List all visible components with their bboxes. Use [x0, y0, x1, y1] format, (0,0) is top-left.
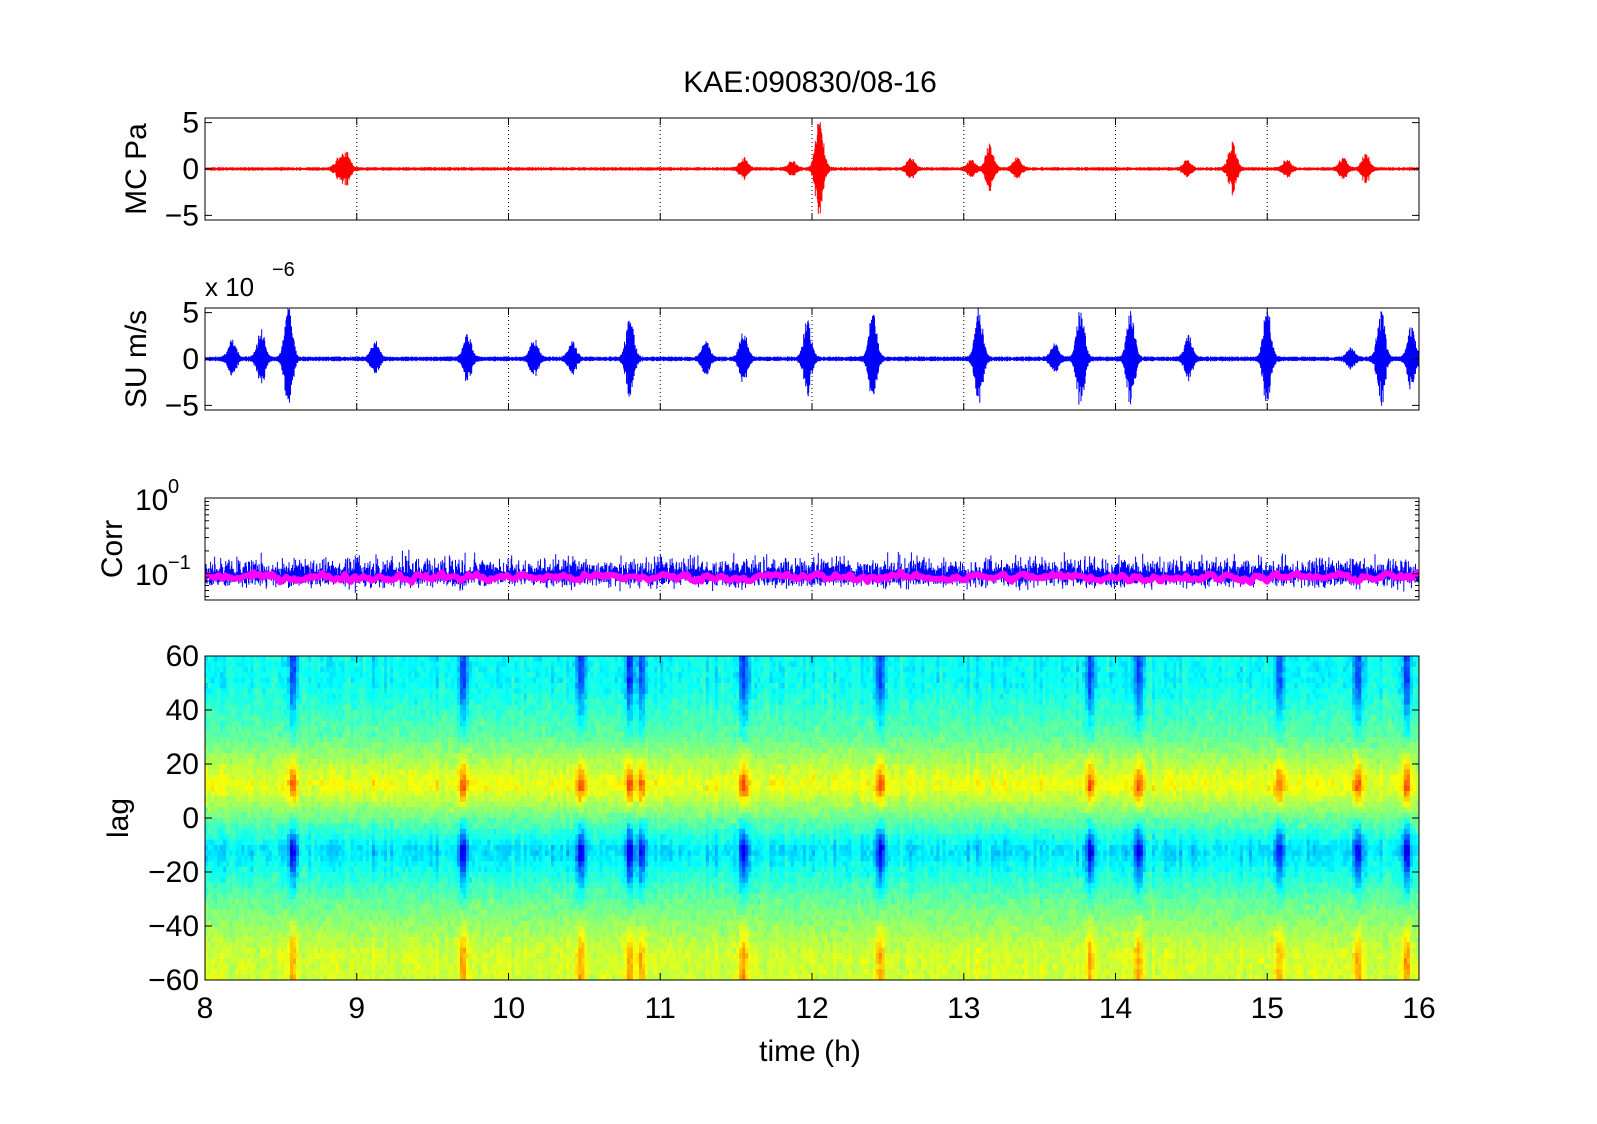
y-tick-label: 5 [182, 107, 199, 140]
su-scale-label: x 10 [205, 272, 254, 302]
corr-ytick-label-1: 10 [135, 484, 168, 517]
lag-heatmap [205, 656, 1420, 981]
mc-ylabel: MC Pa [120, 123, 153, 215]
y-tick-label: 0 [182, 343, 199, 376]
figure: KAE:090830/08-16 −505 MC Pa −505 SU m/s … [0, 0, 1597, 1124]
figure-title: KAE:090830/08-16 [683, 66, 937, 99]
y-tick-label: −5 [165, 199, 199, 232]
y-tick-label: 0 [182, 153, 199, 186]
y-tick-label: 5 [182, 297, 199, 330]
corr-ytick-exponent-1: 0 [168, 476, 179, 498]
corr-ytick-label-2: 10 [135, 559, 168, 592]
corr-ylabel: Corr [96, 520, 129, 578]
y-tick-label: −5 [165, 389, 199, 422]
su-ylabel: SU m/s [120, 310, 153, 408]
su-scale-exponent: −6 [272, 259, 295, 281]
corr-ytick-exponent-2: −1 [168, 552, 191, 574]
